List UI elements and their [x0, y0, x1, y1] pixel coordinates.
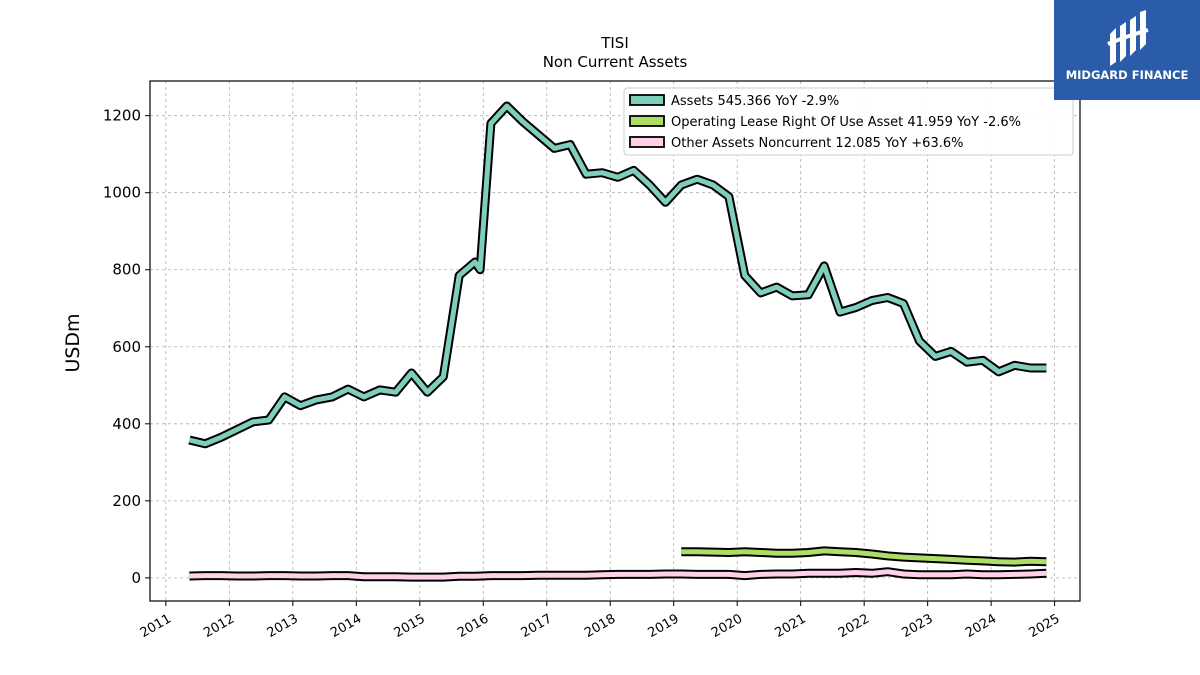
legend: Assets 545.366 YoY -2.9% Operating Lease … — [623, 87, 1074, 156]
x-tick-label: 2021 — [773, 611, 809, 641]
series-lines — [188, 101, 1047, 582]
x-tick-label: 2025 — [1026, 611, 1062, 641]
legend-label: Other Assets Noncurrent 12.085 YoY +63.6… — [671, 136, 963, 151]
series-line — [681, 548, 1047, 565]
logo-text: MIDGARD FINANCE — [1065, 68, 1189, 82]
x-tick-label: 2022 — [836, 611, 872, 641]
chart-title: TISI — [600, 34, 629, 52]
x-axis-ticks: 2011 2012 2013 2014 2015 2016 2017 2018 2019 2020… — [138, 601, 1063, 641]
x-tick-label: 2019 — [646, 611, 682, 641]
legend-swatch — [629, 115, 665, 127]
y-tick-label: 600 — [112, 338, 141, 356]
legend-entry: Assets 545.366 YoY -2.9% — [629, 94, 839, 109]
series-2 — [189, 567, 1047, 582]
legend-swatch — [629, 136, 665, 148]
x-tick-label: 2012 — [201, 611, 237, 641]
x-tick-label: 2015 — [392, 611, 428, 641]
midgard-logo-mark-icon — [1107, 10, 1149, 66]
y-tick-label: 400 — [112, 415, 141, 433]
x-tick-label: 2024 — [963, 611, 999, 641]
series-1 — [681, 546, 1047, 567]
chart-subtitle: Non Current Assets — [543, 53, 688, 71]
x-tick-label: 2011 — [138, 611, 174, 641]
x-tick-label: 2017 — [519, 611, 555, 641]
legend-box — [623, 87, 1074, 156]
midgard-finance-logo: MIDGARD FINANCE — [1054, 0, 1200, 100]
y-tick-label: 0 — [131, 569, 141, 587]
y-tick-label: 800 — [112, 261, 141, 279]
legend-label: Assets 545.366 YoY -2.9% — [671, 94, 839, 109]
series-line — [188, 103, 1047, 447]
legend-entry: Other Assets Noncurrent 12.085 YoY +63.6… — [629, 136, 963, 151]
x-tick-label: 2018 — [582, 611, 618, 641]
y-axis-label: USDm — [62, 313, 84, 372]
y-axis-ticks: 0 200 400 600 800 1000 1200 — [103, 107, 150, 587]
legend-entry: Operating Lease Right Of Use Asset 41.95… — [629, 115, 1021, 130]
grid — [150, 81, 1080, 601]
series-0 — [188, 101, 1047, 449]
y-tick-label: 1000 — [103, 184, 141, 202]
x-tick-label: 2023 — [899, 611, 935, 641]
y-tick-label: 200 — [112, 492, 141, 510]
x-tick-label: 2016 — [455, 611, 491, 641]
y-tick-label: 1200 — [103, 107, 141, 125]
x-tick-label: 2014 — [328, 611, 364, 641]
legend-label: Operating Lease Right Of Use Asset 41.95… — [671, 115, 1021, 130]
legend-swatch — [629, 94, 665, 106]
x-tick-label: 2020 — [709, 611, 745, 641]
plot-frame — [149, 80, 1081, 602]
x-tick-label: 2013 — [265, 611, 301, 641]
series-line-outline — [188, 101, 1047, 449]
series-line — [189, 569, 1047, 580]
